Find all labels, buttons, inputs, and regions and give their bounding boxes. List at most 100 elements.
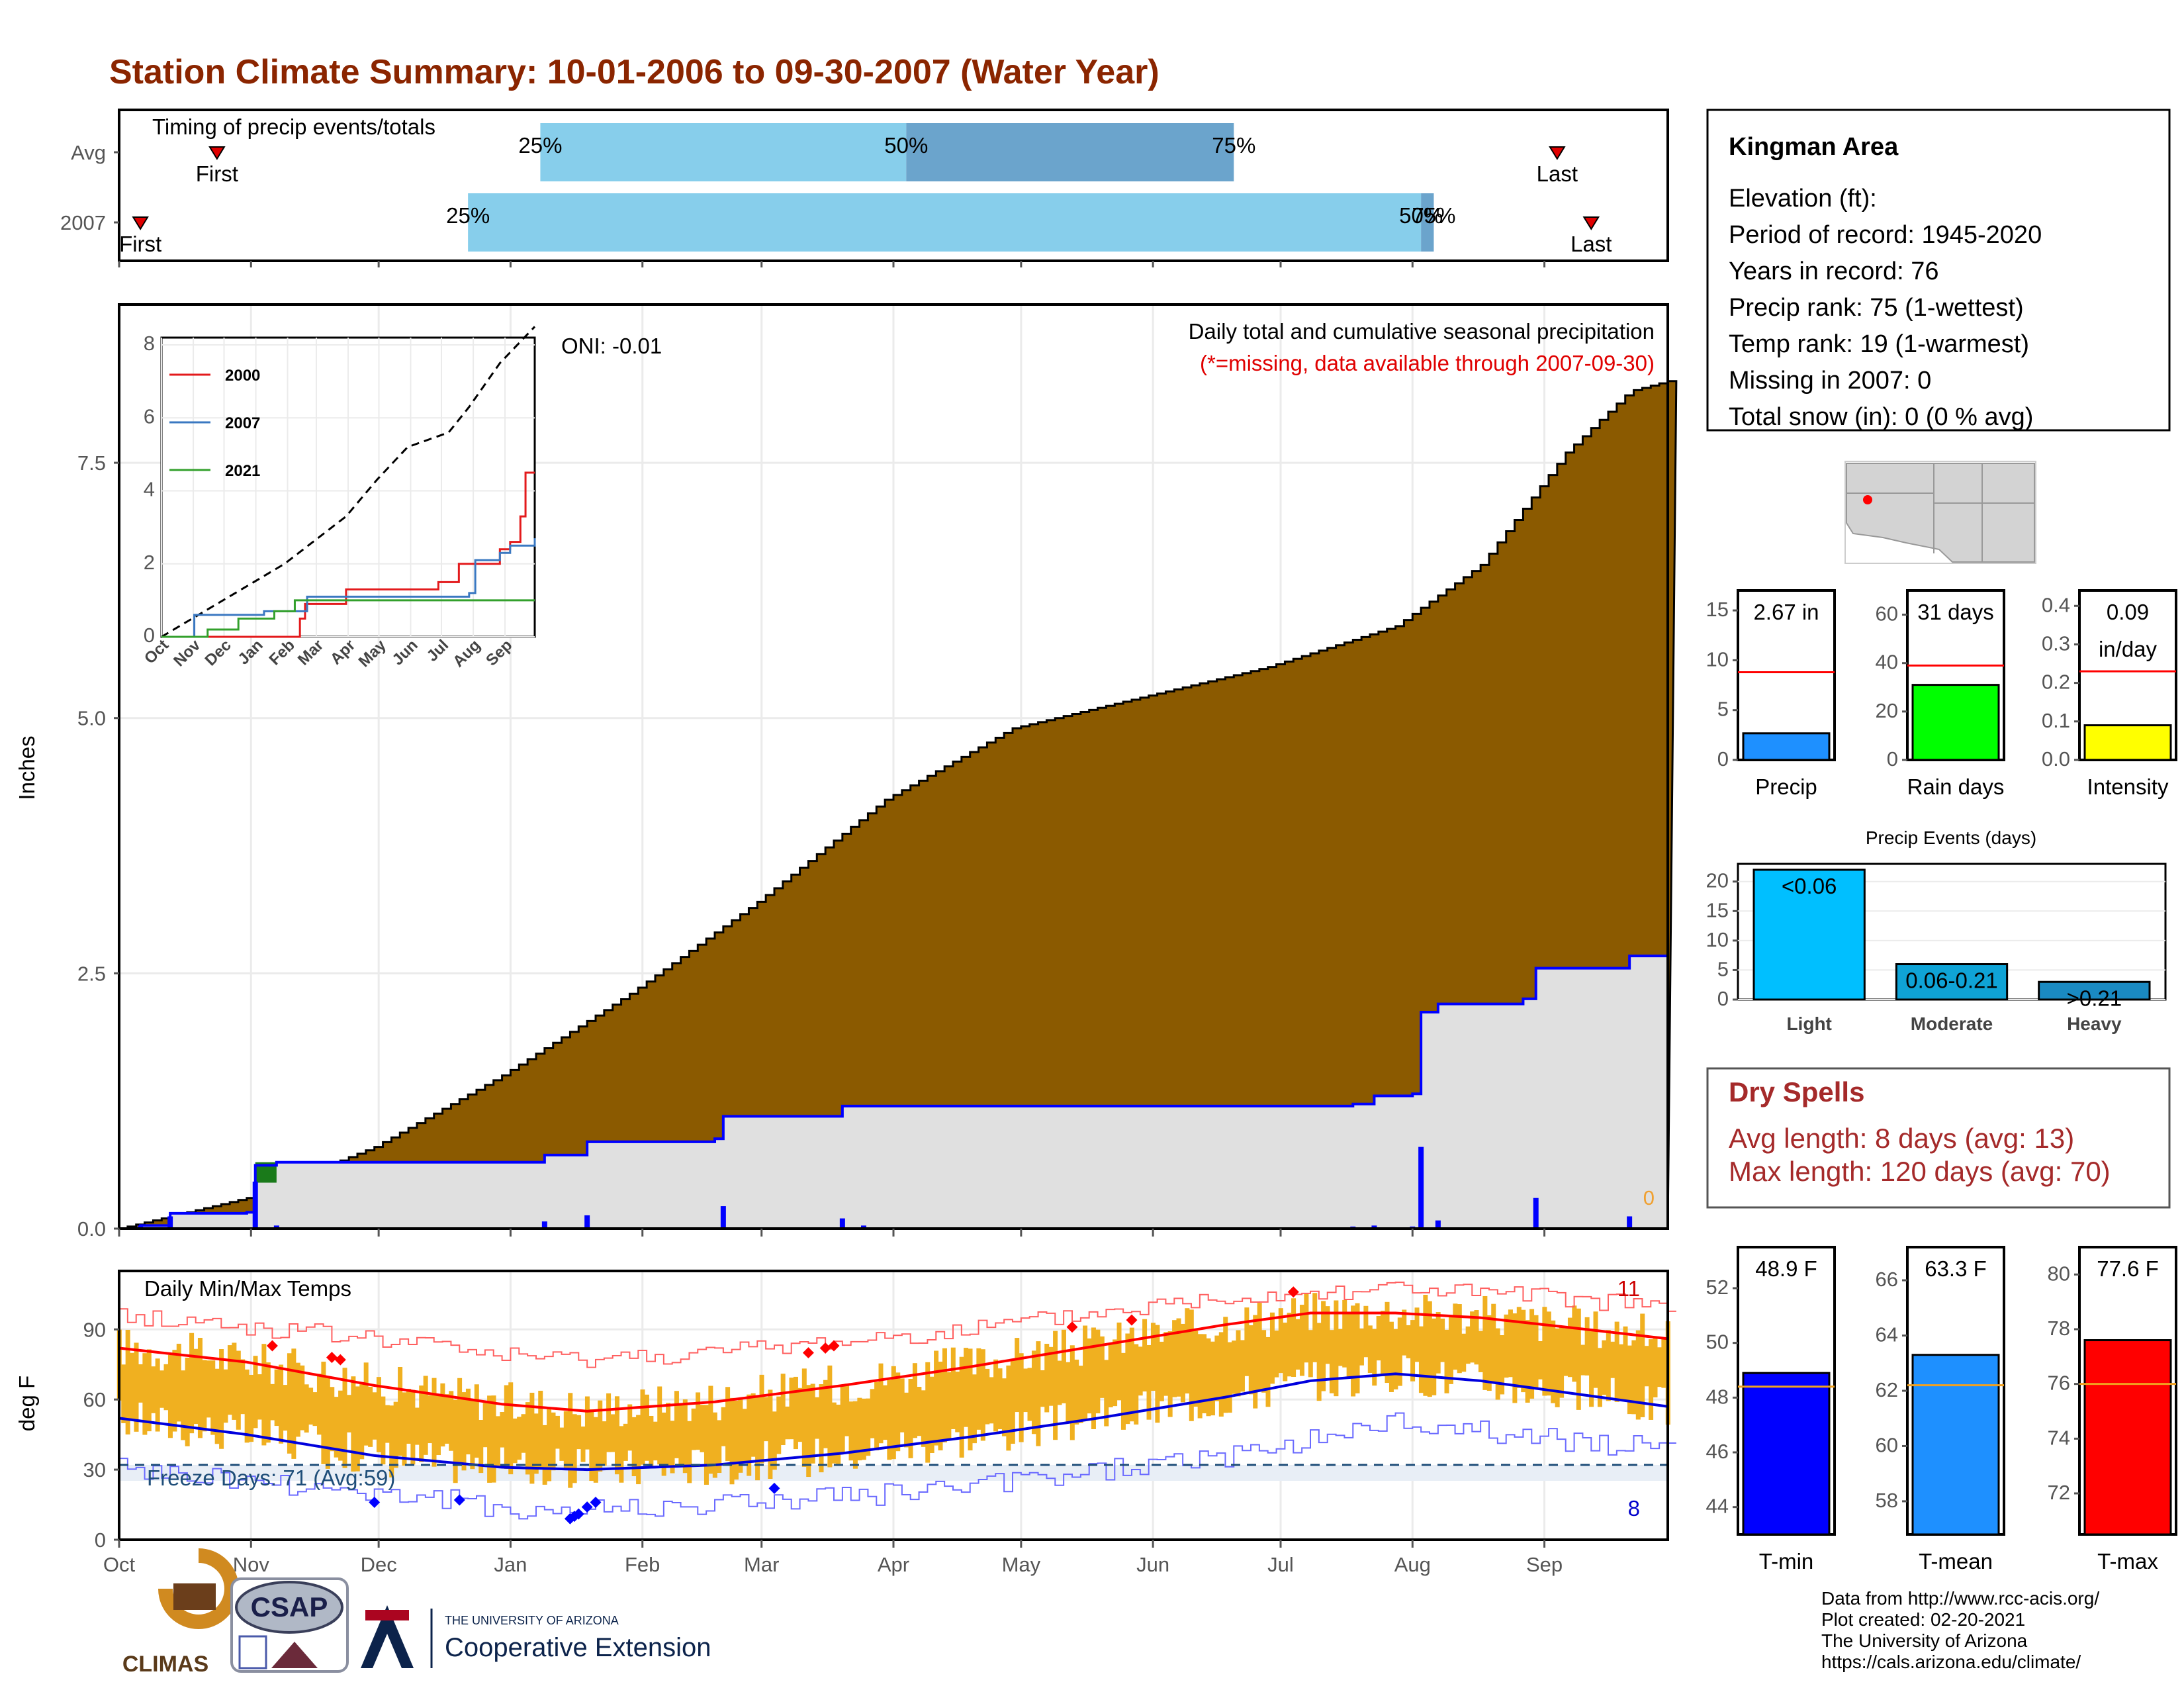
daily-temp-bar <box>819 1384 824 1473</box>
daily-temp-bar <box>1359 1328 1364 1366</box>
daily-temp-bar <box>580 1426 586 1462</box>
daily-temp-bar <box>449 1391 454 1451</box>
normal-max-line <box>118 1311 1668 1413</box>
daily-temp-bar <box>640 1389 645 1465</box>
daily-temp-bar <box>972 1374 977 1444</box>
daily-temp-bar <box>661 1412 666 1476</box>
daily-temp-bar <box>823 1380 828 1448</box>
record-high-count: 11 <box>1617 1276 1640 1301</box>
summary-bar-y-tick: 40 <box>1876 651 1898 674</box>
daily-temp-bar <box>1023 1368 1028 1413</box>
daily-temp-bar <box>1138 1346 1143 1396</box>
station-info-line: Elevation (ft): <box>1729 185 1877 212</box>
daily-temp-bar <box>1342 1299 1347 1368</box>
events-title: Precip Events (days) <box>1866 827 2036 848</box>
events-y-tick: 10 <box>1706 928 1729 951</box>
daily-temp-bar <box>270 1383 275 1421</box>
timing-pct-label: 25% <box>518 133 562 158</box>
summary-bar-t-max: 72 74 76 78 80 77.6 F T-max <box>2048 1246 2177 1573</box>
daily-temp-bar <box>1061 1329 1066 1403</box>
daily-temp-bar <box>355 1386 360 1472</box>
summary-bar-y-tick: 0 <box>1887 747 1898 771</box>
daily-temp-bar <box>895 1372 901 1452</box>
events-bar-label: 0.06-0.21 <box>1905 968 1997 993</box>
timing-pct-label: 50% <box>884 133 928 158</box>
daily-temp-bar <box>1372 1329 1377 1386</box>
daily-temp-bar <box>295 1362 300 1437</box>
daily-temp-bar <box>874 1382 880 1450</box>
ua-logo: THE UNIVERSITY OF ARIZONA Cooperative Ex… <box>361 1605 711 1668</box>
record-high-marker <box>1287 1286 1299 1298</box>
daily-temp-bar <box>1044 1344 1050 1413</box>
summary-bar-y-tick: 62 <box>1876 1378 1898 1401</box>
daily-temp-bar <box>878 1363 884 1444</box>
daily-temp-bar <box>559 1427 565 1461</box>
normal-min-line <box>118 1372 1668 1472</box>
month-tick-label: Jan <box>494 1553 527 1576</box>
daily-temp-bar <box>1631 1340 1637 1415</box>
daily-temp-bar <box>232 1342 237 1420</box>
daily-temp-bar <box>279 1364 284 1444</box>
temp-y-axis: 0 30 60 90 <box>83 1318 119 1552</box>
daily-temp-bar <box>1155 1325 1160 1423</box>
daily-temp-bar <box>1265 1336 1271 1407</box>
timing-row-label: 2007 <box>60 211 106 234</box>
daily-temp-bar <box>653 1421 658 1461</box>
daily-temp-bar <box>993 1359 999 1432</box>
daily-temp-bar <box>682 1399 688 1474</box>
daily-temp-bar <box>1555 1328 1560 1407</box>
timing-marker-label: First <box>119 232 161 256</box>
month-tick-label: Oct <box>103 1553 136 1576</box>
daily-temp-bar <box>223 1369 228 1423</box>
daily-temp-bar <box>572 1414 577 1483</box>
daily-temp-bar <box>142 1353 148 1435</box>
daily-temp-bar <box>1308 1330 1313 1378</box>
daily-temp-bar <box>432 1378 437 1467</box>
temp-y-tick: 90 <box>83 1318 106 1341</box>
daily-temp-bar <box>325 1377 330 1469</box>
summary-bar-y-tick: 60 <box>1876 602 1898 626</box>
daily-temp-bar <box>1214 1335 1220 1401</box>
daily-temp-bar <box>1087 1338 1092 1414</box>
record-high-marker <box>1066 1321 1078 1333</box>
daily-temp-bar <box>742 1409 747 1464</box>
daily-temp-bar <box>1291 1298 1297 1378</box>
daily-temp-bar <box>602 1421 607 1466</box>
timing-bar-50-75 <box>906 123 1234 181</box>
daily-temp-bar <box>1495 1328 1500 1400</box>
timing-marker-label: Last <box>1537 162 1578 186</box>
daily-temp-bar <box>342 1368 347 1468</box>
events-bar-label: <0.06 <box>1782 874 1837 898</box>
csap-logo-text: CSAP <box>251 1591 328 1622</box>
daily-temp-bar <box>1610 1341 1615 1378</box>
daily-temp-bar <box>584 1396 590 1450</box>
locator-map <box>1844 461 2036 564</box>
temp-panel: 0 30 60 90 deg F Daily Min/Max Temps Freeze… <box>15 1270 1676 1552</box>
daily-temp-bar <box>1329 1330 1334 1393</box>
temp-y-tick: 30 <box>83 1458 106 1481</box>
daily-temp-bar <box>797 1387 803 1442</box>
daily-temp-bar <box>1504 1314 1509 1378</box>
daily-temp-bar <box>1453 1303 1458 1370</box>
daily-temp-bar <box>1537 1340 1543 1380</box>
station-info-line: Period of record: 1945-2020 <box>1729 221 2042 249</box>
daily-temp-bar <box>244 1369 250 1443</box>
daily-temp-bar <box>1095 1329 1101 1414</box>
climas-logo-text: CLIMAS <box>122 1652 208 1677</box>
daily-temp-bar <box>563 1411 569 1469</box>
events-bar <box>1752 868 1866 1001</box>
daily-temp-bar <box>423 1376 428 1455</box>
inset-series-2007 <box>161 538 536 638</box>
daily-temp-bar <box>508 1382 514 1475</box>
daily-temp-bar <box>976 1348 981 1430</box>
daily-temp-bar <box>1589 1331 1594 1407</box>
daily-temp-bar <box>866 1398 871 1456</box>
events-y-tick: 15 <box>1706 898 1729 921</box>
daily-temp-bar <box>1418 1326 1424 1393</box>
daily-temp-bar <box>1176 1318 1181 1397</box>
daily-temp-bar <box>474 1384 479 1458</box>
summary-bar-y-tick: 76 <box>2048 1372 2070 1395</box>
summary-bar-y-tick: 58 <box>1876 1489 1898 1512</box>
summary-bar-t-mean: 58 60 62 64 66 63.3 F T-mean <box>1876 1246 2005 1573</box>
